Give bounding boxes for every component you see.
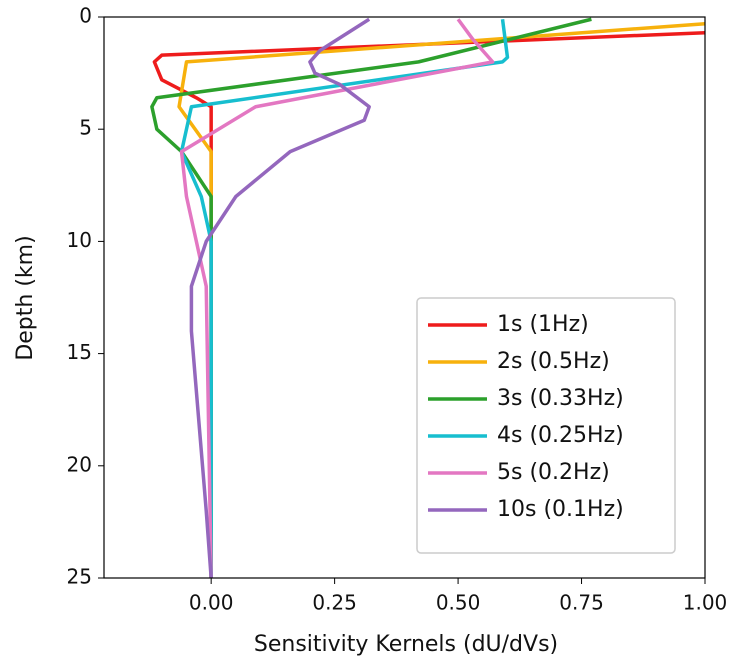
legend-label: 4s (0.25Hz): [497, 423, 624, 448]
x-tick-label: 1.00: [683, 591, 728, 615]
series-line: [179, 18, 495, 579]
y-axis-label: Depth (km): [13, 235, 38, 360]
series-line: [152, 30, 706, 578]
plot-frame: [103, 16, 706, 579]
y-tick-label: 15: [67, 340, 92, 364]
y-tick-label: 20: [67, 452, 92, 476]
series-line: [189, 17, 371, 579]
legend-label: 2s (0.5Hz): [497, 349, 610, 374]
x-tick-label: 0.50: [436, 591, 481, 615]
x-tick-label: 0.25: [312, 591, 357, 615]
y-tick-label: 0: [79, 4, 92, 28]
series-line: [150, 17, 592, 578]
y-tick-label: 10: [67, 228, 92, 252]
legend-label: 1s (1Hz): [497, 312, 589, 337]
x-axis-label: Sensitivity Kernels (dU/dVs): [254, 632, 558, 657]
legend: 1s (1Hz) 2s (0.5Hz) 3s (0.33Hz) 4s (0.25Hz)…: [416, 297, 676, 554]
x-tick-label: 0.00: [189, 591, 234, 615]
y-tick-label: 5: [79, 116, 92, 140]
x-tick-label: 0.75: [559, 591, 604, 615]
legend-label: 5s (0.2Hz): [497, 460, 610, 485]
y-tick-label: 25: [67, 565, 92, 589]
legend-label: 3s (0.33Hz): [497, 386, 624, 411]
legend-label: 10s (0.1Hz): [497, 497, 624, 522]
